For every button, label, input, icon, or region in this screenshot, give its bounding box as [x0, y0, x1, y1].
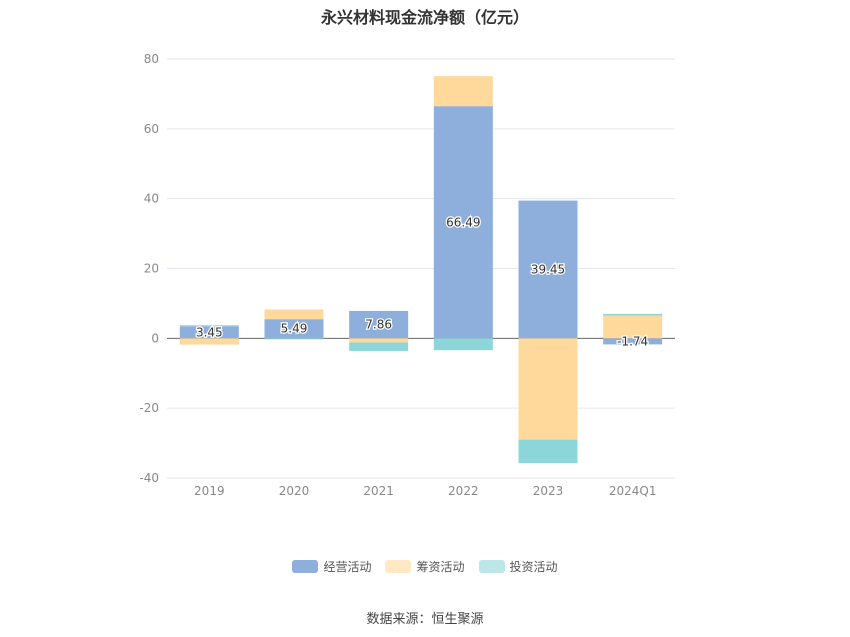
chart-title: 永兴材料现金流净额（亿元） — [320, 8, 529, 27]
legend-item-operating[interactable]: 经营活动 — [292, 558, 371, 575]
y-tick-label: 60 — [144, 122, 159, 136]
bar-financing-2020 — [264, 309, 324, 320]
y-tick-label: 80 — [144, 52, 159, 66]
x-tick-label: 2019 — [194, 484, 225, 498]
y-tick-label: -20 — [139, 401, 159, 415]
bar-financing-2024Q1 — [603, 315, 663, 339]
bar-investing-2024Q1 — [603, 313, 663, 316]
bar-operating-2019 — [179, 326, 239, 339]
bar-financing-2021 — [349, 338, 409, 343]
legend-item-investing[interactable]: 投资活动 — [478, 558, 558, 575]
legend-swatch-operating — [292, 560, 319, 573]
bar-investing-2020 — [264, 338, 324, 340]
x-tick-label: 2024Q1 — [609, 484, 657, 498]
y-tick-label: -40 — [139, 471, 159, 485]
bar-operating-2021 — [349, 310, 409, 339]
x-tick-label: 2023 — [533, 484, 564, 498]
legend-label-operating: 经营活动 — [323, 560, 372, 574]
chart-legend: 经营活动 筹资活动 投资活动 — [0, 558, 850, 575]
y-tick-label: 20 — [144, 262, 159, 276]
data-label: 66.49 — [446, 215, 480, 229]
cash-flow-chart: 80 60 40 20 0 -20 -40 3.45 2019 5.49 2020 7.86 2021 6… — [139, 52, 675, 498]
bar-investing-2019 — [179, 325, 239, 327]
data-label: 3.45 — [196, 325, 223, 339]
bar-financing-2019 — [179, 338, 239, 345]
data-label: 7.86 — [365, 318, 392, 332]
legend-label-investing: 投资活动 — [509, 560, 558, 574]
data-label: 39.45 — [531, 262, 565, 276]
bar-investing-2023 — [518, 439, 578, 463]
y-tick-label: 40 — [144, 192, 159, 206]
x-tick-label: 2020 — [279, 484, 310, 498]
bar-operating-2024Q1 — [603, 338, 663, 345]
legend-item-financing[interactable]: 筹资活动 — [385, 558, 465, 575]
bar-investing-2021 — [349, 342, 409, 351]
data-label: 5.49 — [281, 322, 308, 336]
data-source: 数据来源：恒生聚源 — [366, 612, 484, 627]
legend-swatch-investing — [478, 560, 505, 573]
x-tick-label: 2022 — [448, 484, 479, 498]
bar-operating-2023 — [518, 200, 578, 339]
x-tick-label: 2021 — [363, 484, 394, 498]
y-tick-label: 0 — [151, 331, 159, 345]
bar-investing-2022 — [433, 338, 493, 351]
bar-operating-2022 — [433, 106, 493, 339]
legend-label-financing: 筹资活动 — [416, 560, 465, 574]
bar-financing-2022 — [433, 76, 493, 107]
bar-financing-2023 — [518, 338, 578, 440]
bar-operating-2020 — [264, 319, 324, 339]
legend-swatch-financing — [385, 560, 412, 573]
data-label: -1.74 — [617, 334, 648, 348]
